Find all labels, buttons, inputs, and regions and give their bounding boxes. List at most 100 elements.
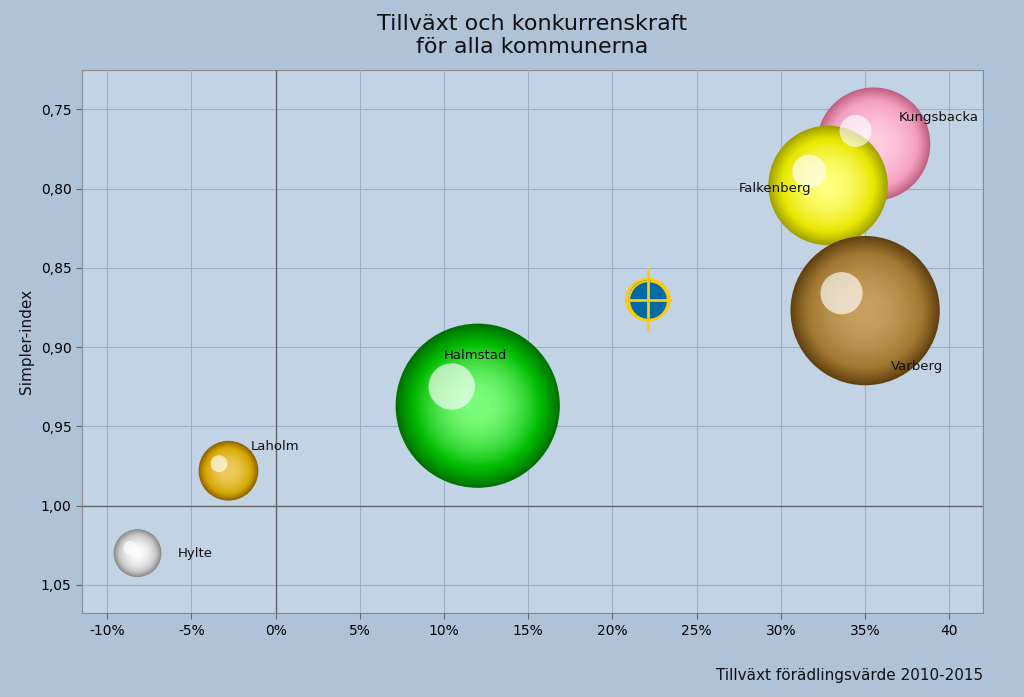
Point [220,465,237,476]
Point [640,294,656,305]
Point [820,180,837,191]
Point [820,180,837,191]
Point [129,548,145,559]
Point [857,305,873,316]
Point [640,294,656,305]
Point [820,180,837,191]
Point [640,294,656,305]
Point [220,465,237,476]
Point [129,548,145,559]
Point [129,548,145,559]
Point [857,305,873,316]
Point [640,294,656,305]
Point [129,548,145,559]
Point [865,139,882,150]
Point [865,139,882,150]
Point [857,305,873,316]
Point [857,305,873,316]
Point [820,180,837,191]
Point [857,305,873,316]
Point [470,400,486,411]
Point [865,139,882,150]
Point [640,294,656,305]
Point [129,548,145,559]
Point [820,180,837,191]
Point [129,548,145,559]
Text: Falkenberg: Falkenberg [738,182,811,195]
Point [470,400,486,411]
Point [129,548,145,559]
Point [470,400,486,411]
Point [865,139,882,150]
Point [865,139,882,150]
Point [865,139,882,150]
Point [220,465,237,476]
Point [857,305,873,316]
Point [801,166,817,177]
Point [470,400,486,411]
Point [640,294,656,305]
Point [443,381,460,392]
Point [865,139,882,150]
Point [820,180,837,191]
Point [470,400,486,411]
Point [129,548,145,559]
Point [865,139,882,150]
Point [820,180,837,191]
Point [857,305,873,316]
Point [129,548,145,559]
Point [220,465,237,476]
Point [857,305,873,316]
Point [865,139,882,150]
Point [857,305,873,316]
Point [820,180,837,191]
Point [865,139,882,150]
Point [820,180,837,191]
Point [129,548,145,559]
Point [220,465,237,476]
Point [865,139,882,150]
Point [122,542,138,553]
Point [220,465,237,476]
Point [865,139,882,150]
Point [129,548,145,559]
Point [640,294,656,305]
Point [220,465,237,476]
Point [865,139,882,150]
Point [820,180,837,191]
Point [865,139,882,150]
Point [640,294,656,305]
Point [857,305,873,316]
Point [220,465,237,476]
Point [220,465,237,476]
Point [129,548,145,559]
Point [640,294,656,305]
Point [640,294,656,305]
Point [129,548,145,559]
Point [129,548,145,559]
Point [129,548,145,559]
Point [470,400,486,411]
Point [129,548,145,559]
Point [857,305,873,316]
Point [640,294,656,305]
Point [820,180,837,191]
Point [865,139,882,150]
Point [220,465,237,476]
Point [857,305,873,316]
Point [220,465,237,476]
Point [820,180,837,191]
Point [820,180,837,191]
Point [857,305,873,316]
Point [820,180,837,191]
Point [470,400,486,411]
Point [640,294,656,305]
Text: Tillväxt förädlingsvärde 2010-2015: Tillväxt förädlingsvärde 2010-2015 [716,668,983,683]
Point [129,548,145,559]
Point [865,139,882,150]
Point [640,294,656,305]
Point [470,400,486,411]
Point [220,465,237,476]
Point [640,294,656,305]
Point [470,400,486,411]
